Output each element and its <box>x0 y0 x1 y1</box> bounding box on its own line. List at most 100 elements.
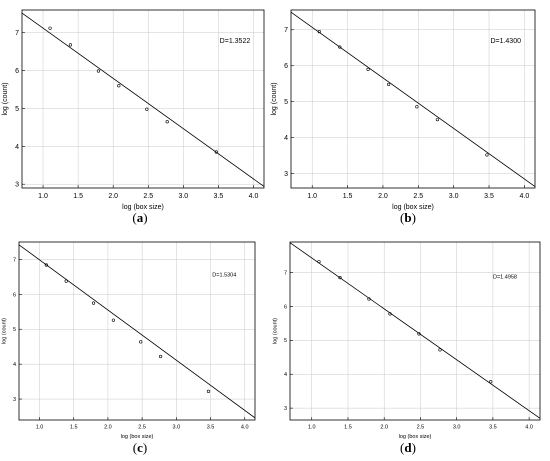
data-point <box>415 105 419 109</box>
y-tick-label: 4 <box>284 372 287 378</box>
y-tick-label: 6 <box>13 292 16 298</box>
y-tick-label: 7 <box>15 30 19 37</box>
data-point <box>438 348 442 352</box>
x-tick-label: 4.0 <box>249 193 259 200</box>
plot-frame <box>21 9 265 189</box>
data-point <box>111 318 115 322</box>
plot-frame <box>18 241 256 421</box>
data-point <box>338 45 342 49</box>
x-tick-label: 2.5 <box>138 425 146 431</box>
data-point <box>96 69 101 73</box>
y-tick-label: 6 <box>284 63 288 70</box>
x-tick-label: 1.0 <box>38 193 48 200</box>
x-tick-label: 1.0 <box>308 425 316 431</box>
x-tick-label: 1.0 <box>36 425 44 431</box>
chart-panel-d: 1.0 1.5 2.0 2.5 3.0 3.5 4.0 3 4 5 6 7 log (box size)… <box>273 241 541 455</box>
y-tick-label: 7 <box>284 270 287 276</box>
panel-caption: (b) <box>400 210 416 225</box>
y-tick-label: 5 <box>284 338 287 344</box>
data-point <box>338 276 342 280</box>
chart-panel-b: 1.0 1.5 2.0 2.5 3.0 3.5 4.0 3 4 5 6 7 log (box size)… <box>271 9 536 225</box>
x-tick-label: 4.0 <box>241 425 249 431</box>
plot-frame <box>290 9 536 189</box>
fractal-dimension-label: D=1.4958 <box>493 274 517 280</box>
data-point <box>44 263 48 267</box>
chart-panel-c: 1.0 1.5 2.0 2.5 3.0 3.5 4.0 3 4 5 6 7 log (box size)… <box>2 241 256 455</box>
x-tick-label: 3.5 <box>484 193 494 200</box>
data-point <box>64 279 68 283</box>
fractal-dimension-label: D=1.5304 <box>212 273 236 279</box>
x-tick-label: 3.0 <box>449 193 459 200</box>
x-tick-label: 3.5 <box>214 193 224 200</box>
panel-letter: b <box>404 210 411 225</box>
panel-letter: a <box>137 210 144 225</box>
y-tick-label: 5 <box>284 99 288 106</box>
x-tick-label: 2.0 <box>380 425 388 431</box>
y-axis-label: log (count) <box>2 318 8 344</box>
data-point <box>139 340 143 344</box>
x-tick-label: 2.5 <box>413 193 423 200</box>
data-point <box>117 84 121 88</box>
x-axis-label: log (box size) <box>399 434 432 440</box>
x-tick-label: 3.5 <box>489 425 497 431</box>
regression-line <box>21 12 265 187</box>
x-tick-label: 4.0 <box>520 193 530 200</box>
data-point <box>165 120 169 124</box>
x-tick-label: 3.0 <box>173 425 181 431</box>
data-point <box>317 29 321 34</box>
x-tick-label: 1.5 <box>73 193 83 200</box>
y-tick-label: 4 <box>284 135 288 142</box>
x-axis-label: log (box size) <box>122 204 164 211</box>
y-axis-label: log (count) <box>273 318 279 344</box>
data-point <box>48 26 52 30</box>
plot-frame <box>289 241 541 421</box>
x-tick-label: 2.5 <box>417 425 425 431</box>
y-tick-label: 3 <box>15 182 19 189</box>
regression-line <box>290 11 536 187</box>
x-tick-label: 1.5 <box>344 425 352 431</box>
data-point <box>206 389 211 393</box>
data-point <box>367 297 371 301</box>
regression-line <box>18 244 256 419</box>
y-tick-label: 3 <box>13 397 16 403</box>
panel-caption: (a) <box>132 210 147 225</box>
x-tick-label: 2.0 <box>378 193 388 200</box>
data-point <box>489 380 493 384</box>
y-tick-label: 6 <box>284 304 287 310</box>
data-point <box>366 67 370 71</box>
fractal-dimension-label: D=1.3522 <box>220 38 251 45</box>
data-point <box>388 312 392 316</box>
y-tick-label: 7 <box>13 257 16 263</box>
x-tick-label: 4.0 <box>525 425 533 431</box>
x-tick-label: 1.5 <box>70 425 78 431</box>
y-axis-label: log (count) <box>271 82 278 115</box>
x-axis-label: log (box size) <box>121 434 154 440</box>
y-tick-label: 7 <box>284 27 288 34</box>
x-tick-label: 2.5 <box>143 193 153 200</box>
x-tick-label: 2.0 <box>104 425 112 431</box>
data-point <box>387 82 391 87</box>
data-point <box>91 301 96 305</box>
x-axis-label: log (box size) <box>392 204 434 211</box>
x-tick-label: 3.5 <box>207 425 215 431</box>
x-tick-label: 2.0 <box>108 193 118 200</box>
data-point <box>317 260 321 264</box>
y-tick-label: 5 <box>13 327 16 333</box>
x-tick-label: 1.0 <box>307 193 317 200</box>
data-point <box>435 118 440 122</box>
regression-line <box>289 242 541 419</box>
data-point <box>417 332 421 336</box>
y-tick-label: 3 <box>284 171 288 178</box>
data-point <box>68 43 72 47</box>
data-point <box>145 107 149 111</box>
y-tick-label: 3 <box>284 406 287 412</box>
y-axis-label: log (count) <box>2 82 9 115</box>
data-point <box>159 354 163 359</box>
chart-panel-a: 1.0 1.5 2.0 2.5 3.0 3.5 4.0 3 4 5 6 7 log (box size)… <box>2 9 265 225</box>
y-tick-label: 4 <box>13 362 16 368</box>
fractal-dimension-label: D=1.4300 <box>490 38 521 45</box>
x-tick-label: 1.5 <box>343 193 353 200</box>
panel-letter: d <box>404 440 412 455</box>
panel-letter: c <box>137 440 143 455</box>
